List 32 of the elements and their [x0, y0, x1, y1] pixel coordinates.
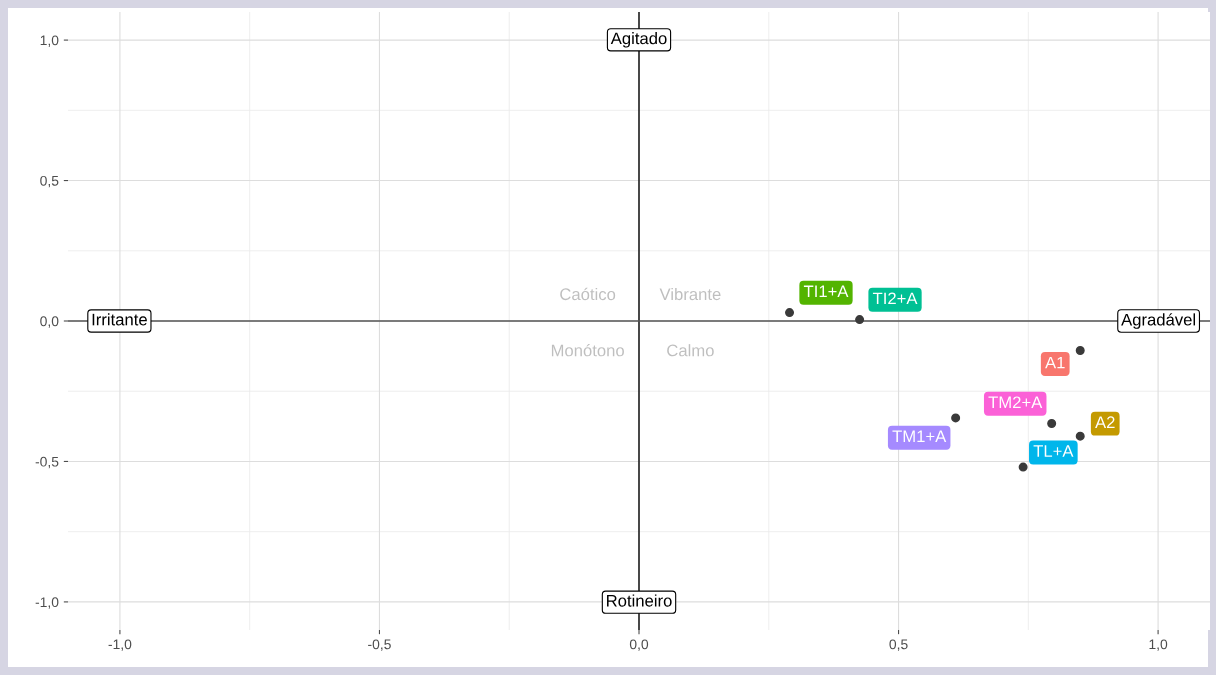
series-label: TL+A	[1033, 445, 1074, 457]
point	[951, 413, 961, 423]
annotation: Vibrante	[659, 287, 721, 301]
annotation: Rotineiro	[607, 594, 672, 607]
x-tick-label: -1,0	[108, 639, 132, 651]
point	[1075, 431, 1085, 441]
annotation: Calmo	[667, 344, 714, 357]
y-tick-label: -1,0	[35, 597, 59, 609]
annotation: Monótono	[551, 343, 624, 357]
point	[855, 315, 865, 325]
y-tick-label: 1,0	[40, 35, 59, 47]
series-label: TM1+A	[892, 430, 947, 443]
annotation: Agradável	[1121, 313, 1196, 329]
series-label: TI2+A	[872, 292, 918, 305]
point	[1047, 419, 1057, 429]
series-label: A1	[1045, 356, 1065, 369]
annotation: Irritante	[92, 313, 147, 326]
series-label: TI1+A	[803, 285, 849, 298]
point	[1075, 345, 1085, 355]
y-tick-label: 0,5	[40, 175, 59, 188]
y-tick-label: -0,5	[35, 456, 59, 469]
x-tick-label: 0,5	[889, 639, 908, 651]
x-tick-label: -0,5	[368, 639, 391, 651]
series-label: A2	[1095, 416, 1115, 428]
point	[785, 308, 795, 318]
y-tick-label: 0,0	[40, 316, 59, 328]
x-tick-label: 0,0	[629, 639, 649, 651]
point	[1018, 462, 1028, 472]
x-tick-label: 1,0	[1149, 639, 1168, 651]
annotation: Caótico	[560, 287, 616, 301]
series-label: TM2+A	[988, 396, 1043, 409]
annotation: Agitado	[610, 32, 667, 48]
